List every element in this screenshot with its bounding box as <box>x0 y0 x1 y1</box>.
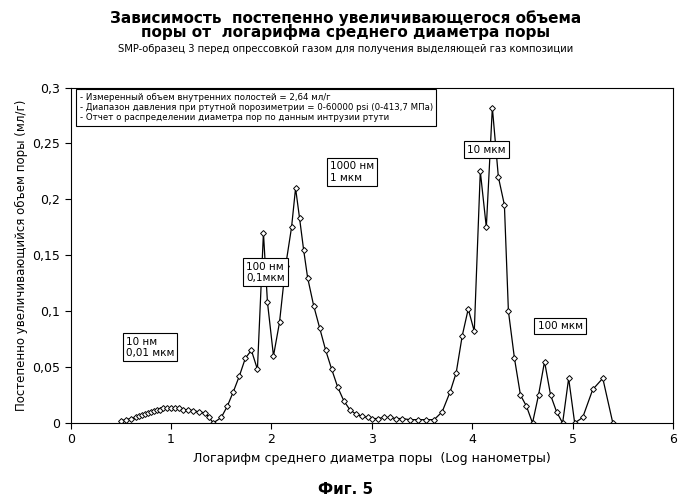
Text: 10 мкм: 10 мкм <box>467 144 506 154</box>
Text: Фиг. 5: Фиг. 5 <box>318 482 374 498</box>
Y-axis label: Постепенно увеличивающийся объем поры (мл/г): Постепенно увеличивающийся объем поры (м… <box>15 100 28 411</box>
Text: - Измеренный объем внутренних полостей = 2,64 мл/г
- Диапазон давления при ртутн: - Измеренный объем внутренних полостей =… <box>80 92 432 122</box>
X-axis label: Логарифм среднего диаметра поры  (Log нанометры): Логарифм среднего диаметра поры (Log нан… <box>193 452 551 465</box>
Text: 10 нм
0,01 мкм: 10 нм 0,01 мкм <box>126 336 174 358</box>
Text: 1000 нм
1 мкм: 1000 нм 1 мкм <box>329 161 374 182</box>
Text: Зависимость  постепенно увеличивающегося объема: Зависимость постепенно увеличивающегося … <box>111 10 581 26</box>
Text: поры от  логарифма среднего диаметра поры: поры от логарифма среднего диаметра поры <box>141 24 551 40</box>
Text: 100 нм
0,1мкм: 100 нм 0,1мкм <box>246 262 285 283</box>
Text: 100 мкм: 100 мкм <box>538 322 583 332</box>
Text: SMP-образец 3 перед опрессовкой газом для получения выделяющей газ композиции: SMP-образец 3 перед опрессовкой газом дл… <box>118 44 574 54</box>
